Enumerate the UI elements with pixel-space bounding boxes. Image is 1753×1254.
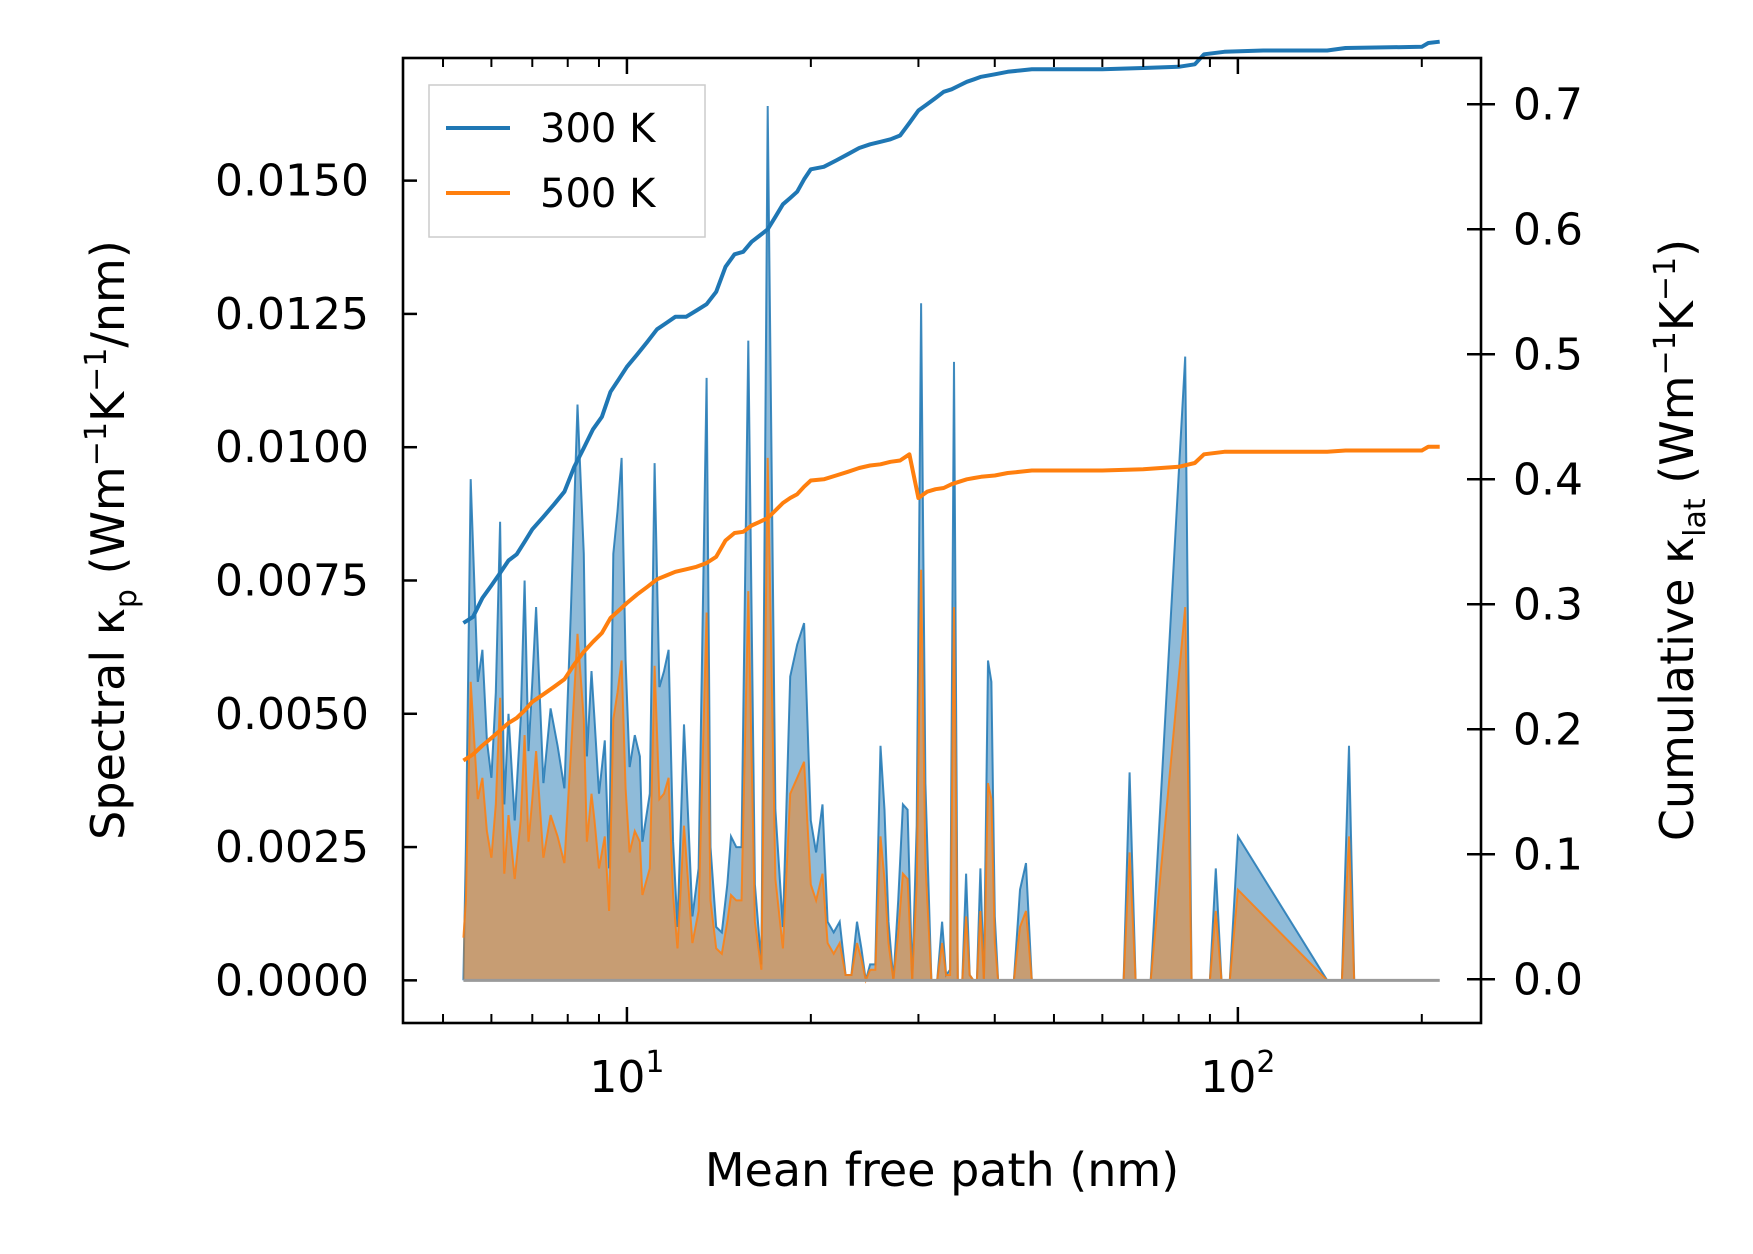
x-tick-label: 102: [1200, 1045, 1275, 1103]
y-right-tick-label: 0.3: [1513, 579, 1583, 630]
y-left-tick-label: 0.0075: [215, 555, 369, 606]
y-left-tick-label: 0.0100: [215, 422, 369, 473]
spectral-area-500k: [463, 457, 1422, 981]
legend-box: [428, 84, 706, 238]
y-left-tick-label: 0.0150: [215, 156, 369, 207]
cumulative-line-500k: [462, 444, 1440, 763]
y-left-tick-label: 0.0125: [215, 289, 369, 340]
y-right-tick-label: 0.7: [1513, 79, 1583, 130]
y-right-tick-label: 0.5: [1513, 329, 1583, 380]
y-right-tick-label: 0.4: [1513, 454, 1583, 505]
y-right-axis-title: Cumulative κlat (Wm−1K−1): [1648, 239, 1713, 841]
y-left-tick-label: 0.0050: [215, 689, 369, 740]
legend-label-300k: 300 K: [540, 106, 657, 152]
axes-frame: [401, 56, 1483, 1025]
y-right-tick-label: 0.2: [1513, 704, 1583, 755]
legend-label-500k: 500 K: [540, 171, 657, 217]
y-left-tick-label: 0.0025: [215, 822, 369, 873]
legend: 300 K 500 K: [428, 84, 706, 238]
axis-ticks: 0.00000.00250.00500.00750.01000.01250.01…: [215, 58, 1583, 1103]
cumulative-line-300k: [462, 39, 1440, 625]
y-right-tick-label: 0.1: [1513, 829, 1583, 880]
y-left-axis-title: Spectral κp (Wm−1K−1/nm): [79, 240, 144, 840]
y-left-tick-label: 0.0000: [215, 955, 369, 1006]
y-right-tick-label: 0.0: [1513, 954, 1583, 1005]
x-axis-title: Mean free path (nm): [705, 1143, 1179, 1197]
y-right-tick-label: 0.6: [1513, 204, 1583, 255]
x-tick-label: 101: [589, 1045, 664, 1103]
plot-area: [462, 39, 1440, 984]
